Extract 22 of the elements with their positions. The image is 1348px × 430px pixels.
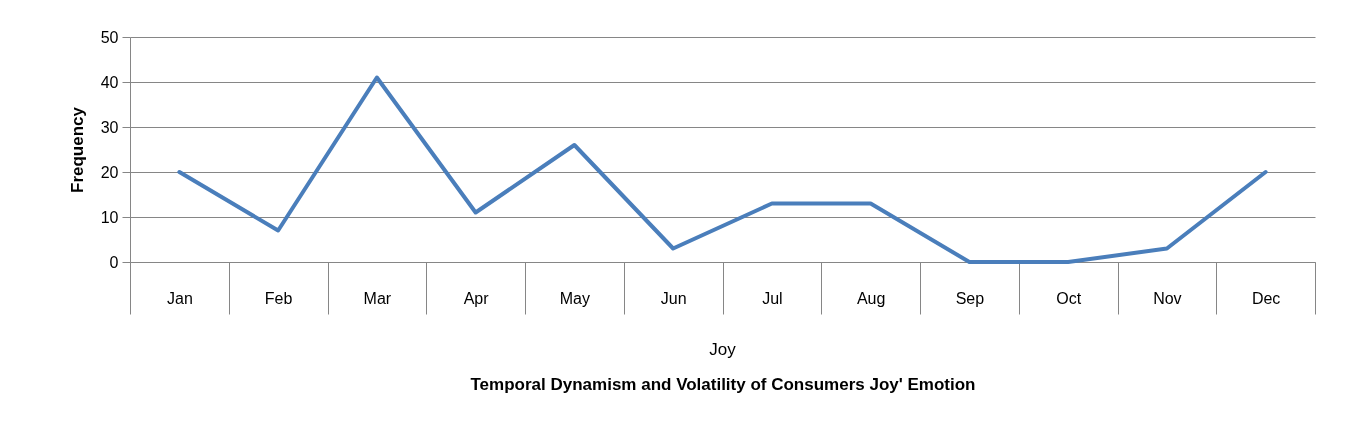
y-tick-label: 0 bbox=[109, 253, 119, 271]
x-tick-label: Aug bbox=[856, 289, 886, 307]
x-tick-label: May bbox=[559, 289, 590, 307]
x-tick-label: Mar bbox=[363, 289, 392, 307]
y-tick-label: 40 bbox=[100, 73, 119, 91]
x-tick-label: Sep bbox=[955, 289, 985, 307]
y-tick-label: 10 bbox=[100, 208, 119, 226]
y-tick-label: 20 bbox=[100, 163, 119, 181]
text: Joy bbox=[709, 340, 737, 359]
x-tick-label: Oct bbox=[1056, 289, 1082, 307]
x-axis-title: Temporal Dynamism and Volatility of Consumers Joy' Emotion bbox=[470, 375, 976, 394]
x-tick-label: Feb bbox=[264, 289, 293, 307]
x-tick-label: Jul bbox=[762, 289, 783, 307]
y-tick-label: 30 bbox=[100, 118, 119, 136]
x-tick-label: Jun bbox=[660, 289, 687, 307]
line-series bbox=[177, 75, 1268, 264]
x-tick-label: Apr bbox=[463, 289, 490, 307]
y-tick-label: 50 bbox=[100, 28, 119, 46]
x-tick-label: Nov bbox=[1153, 289, 1182, 307]
x-tick-label: Jan bbox=[166, 289, 193, 307]
x-tick-label: Dec bbox=[1251, 289, 1281, 307]
y-axis-title: Frequency bbox=[67, 106, 87, 193]
